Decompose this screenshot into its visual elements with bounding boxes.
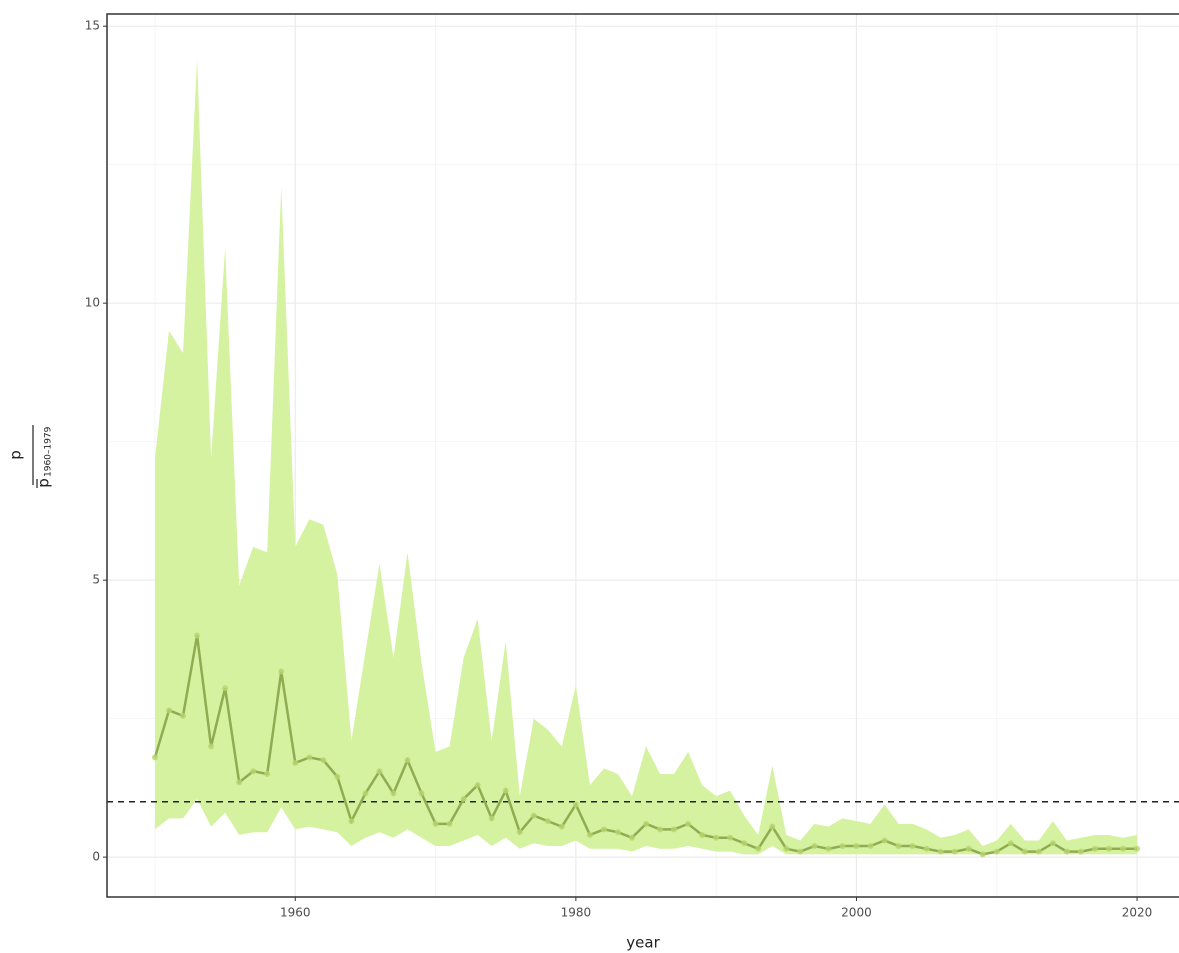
data-point: [446, 820, 453, 827]
data-point: [993, 848, 1000, 855]
confidence-band: [154, 59, 1138, 855]
y-label-numerator: p: [7, 450, 25, 460]
data-point: [1105, 845, 1112, 852]
x-tick-label: 2020: [1122, 906, 1153, 920]
y-axis-label: p p 1960–1979: [7, 425, 54, 488]
data-point: [278, 668, 285, 675]
data-point: [320, 757, 327, 764]
y-label-denominator: p: [35, 478, 53, 488]
data-point: [250, 768, 257, 775]
data-point: [502, 787, 509, 794]
data-point: [797, 848, 804, 855]
data-point: [376, 768, 383, 775]
data-point: [965, 845, 972, 852]
data-point: [951, 848, 958, 855]
data-point: [628, 834, 635, 841]
data-point: [937, 848, 944, 855]
data-point: [614, 829, 621, 836]
y-label-subscript: 1960–1979: [44, 426, 54, 477]
data-point: [783, 845, 790, 852]
data-point: [811, 843, 818, 850]
x-tick-label: 1980: [561, 906, 592, 920]
data-point: [362, 790, 369, 797]
data-point: [657, 826, 664, 833]
y-tick-label: 10: [85, 296, 100, 310]
data-point: [825, 845, 832, 852]
data-point: [727, 834, 734, 841]
data-point: [432, 820, 439, 827]
data-point: [923, 845, 930, 852]
data-point: [530, 812, 537, 819]
data-point: [166, 707, 173, 714]
data-point: [1007, 840, 1014, 847]
data-point: [180, 712, 187, 719]
data-point: [418, 790, 425, 797]
data-point: [194, 632, 201, 639]
data-point: [264, 771, 271, 778]
data-point: [404, 757, 411, 764]
data-point: [348, 818, 355, 825]
data-point: [1049, 840, 1056, 847]
data-point: [741, 840, 748, 847]
x-axis-label: year: [626, 934, 660, 952]
data-point: [236, 779, 243, 786]
data-point: [685, 820, 692, 827]
data-point: [895, 843, 902, 850]
y-tick-label: 5: [92, 573, 100, 587]
data-point: [558, 823, 565, 830]
data-point: [151, 754, 158, 761]
data-point: [306, 754, 313, 761]
data-point: [600, 826, 607, 833]
data-point: [292, 759, 299, 766]
data-point: [208, 743, 215, 750]
data-point: [1035, 848, 1042, 855]
data-point: [713, 834, 720, 841]
plot-border: [106, 13, 1179, 898]
data-point: [1091, 845, 1098, 852]
y-tick-label: 0: [92, 850, 100, 864]
data-point: [643, 820, 650, 827]
data-point: [1063, 848, 1070, 855]
data-point: [909, 843, 916, 850]
data-point: [474, 782, 481, 789]
data-point: [853, 843, 860, 850]
data-point: [1134, 845, 1141, 852]
data-point: [881, 837, 888, 844]
data-point: [572, 801, 579, 808]
data-point: [1077, 848, 1084, 855]
data-point: [488, 815, 495, 822]
x-tick-label: 1960: [280, 906, 311, 920]
data-point: [544, 818, 551, 825]
data-point: [334, 773, 341, 780]
data-point: [586, 831, 593, 838]
data-point: [1120, 845, 1127, 852]
data-point: [222, 685, 229, 692]
data-point: [1021, 848, 1028, 855]
y-tick-label: 15: [85, 19, 100, 33]
data-point: [769, 823, 776, 830]
data-point: [979, 851, 986, 858]
data-point: [460, 795, 467, 802]
data-point: [867, 843, 874, 850]
x-tick-label: 2000: [841, 906, 872, 920]
data-point: [516, 829, 523, 836]
data-point: [671, 826, 678, 833]
data-point: [699, 831, 706, 838]
data-point: [390, 790, 397, 797]
data-point: [755, 845, 762, 852]
data-point: [839, 843, 846, 850]
